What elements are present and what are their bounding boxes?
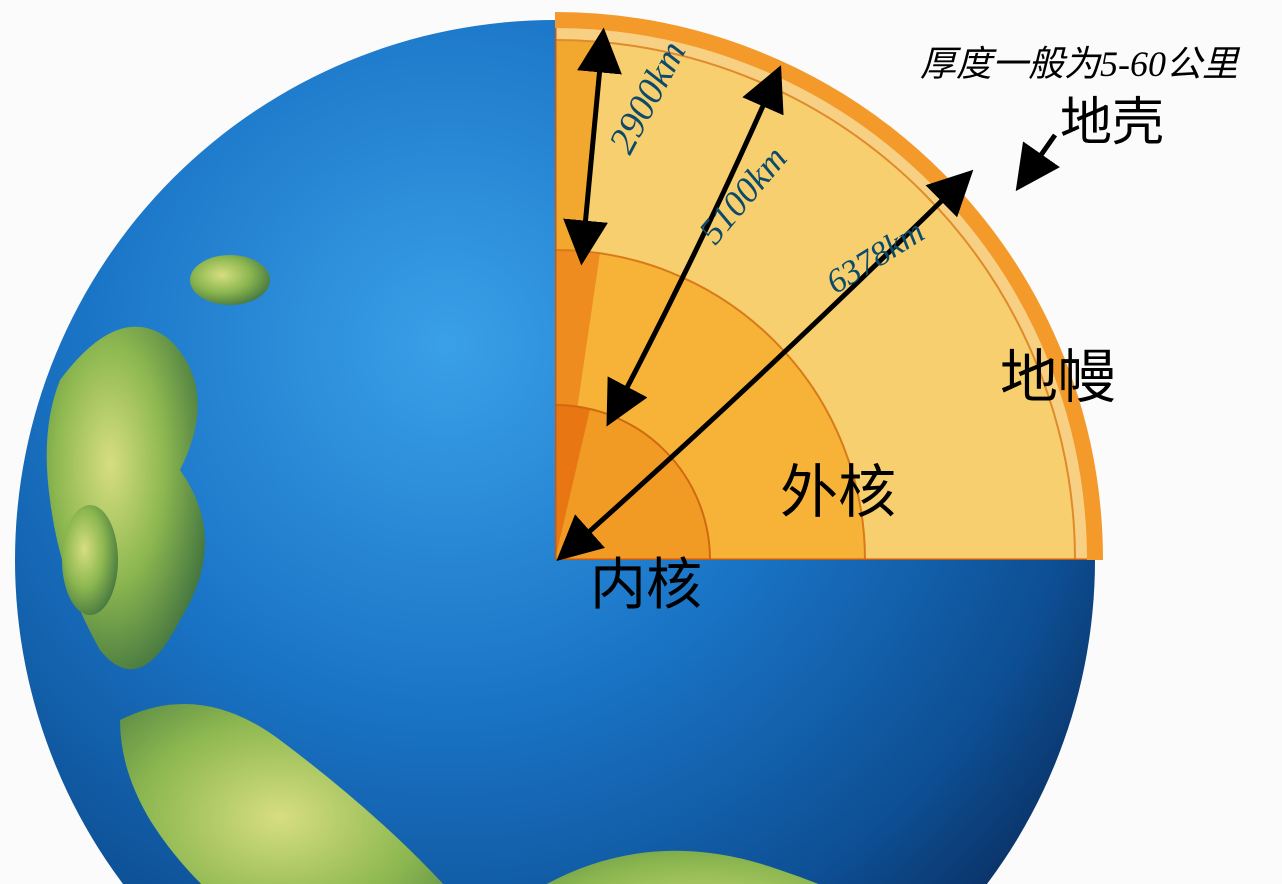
crust-label: 地壳 xyxy=(1060,80,1164,155)
mantle-label: 地幔 xyxy=(1000,330,1116,414)
inner-core-label: 内核 xyxy=(590,540,702,621)
outer-core-label: 外核 xyxy=(780,445,896,529)
